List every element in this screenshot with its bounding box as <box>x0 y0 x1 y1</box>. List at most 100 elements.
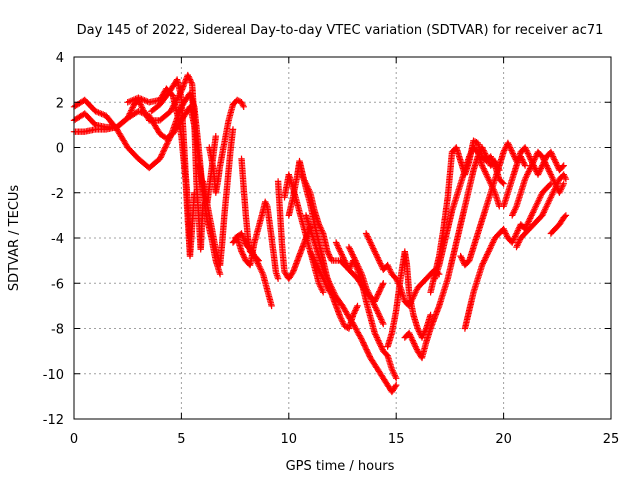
grid-lines <box>74 57 611 419</box>
data-point <box>137 101 144 108</box>
data-point <box>486 246 493 254</box>
data-point <box>539 153 546 160</box>
data-point <box>536 194 544 201</box>
data-point <box>407 332 414 340</box>
data-point <box>542 204 549 211</box>
data-point <box>128 105 136 113</box>
data-point <box>514 240 522 248</box>
data-point <box>289 270 296 277</box>
data-point <box>366 237 373 245</box>
data-point <box>370 301 378 308</box>
data-point <box>371 302 378 310</box>
data-point <box>457 252 464 260</box>
y-tick-label: -10 <box>43 368 64 383</box>
data-point <box>312 260 320 267</box>
data-point <box>506 144 514 151</box>
data-point <box>509 210 517 218</box>
data-point <box>191 189 198 196</box>
data-point <box>229 126 237 133</box>
data-point <box>365 236 373 243</box>
data-point <box>363 286 370 293</box>
data-point <box>481 166 488 174</box>
data-point <box>315 266 323 273</box>
data-point <box>543 203 550 210</box>
data-point <box>562 176 570 183</box>
data-point <box>539 212 546 219</box>
data-point <box>547 148 555 156</box>
data-point <box>359 338 366 345</box>
data-point <box>502 230 509 237</box>
y-axis-label: SDTVAR / TECUs <box>7 185 22 292</box>
data-point <box>317 271 325 278</box>
data-point <box>380 320 387 328</box>
data-point <box>356 266 363 273</box>
data-point <box>510 209 517 216</box>
data-point <box>309 252 316 260</box>
data-point <box>545 198 552 205</box>
data-point <box>370 299 377 307</box>
data-point <box>544 163 551 171</box>
data-point <box>487 153 494 160</box>
data-point <box>389 367 396 374</box>
data-point <box>521 176 529 183</box>
data-point <box>509 148 516 156</box>
data-point <box>372 331 379 338</box>
data-point <box>512 204 519 211</box>
data-point <box>411 341 418 349</box>
data-point <box>480 165 487 172</box>
data-point <box>514 242 521 249</box>
data-point <box>160 147 168 154</box>
data-point <box>258 268 265 275</box>
data-point <box>526 215 534 222</box>
data-point <box>524 150 532 157</box>
data-point <box>302 180 310 187</box>
data-point <box>520 159 527 166</box>
data-point <box>357 268 364 275</box>
data-point <box>309 254 317 261</box>
data-point <box>351 308 358 316</box>
data-point <box>311 257 318 264</box>
data-point <box>240 252 247 260</box>
data-point <box>540 156 547 163</box>
data-point <box>333 240 340 248</box>
data-point <box>549 174 556 181</box>
series-track-7 <box>199 126 237 269</box>
series-track-10 <box>229 198 282 282</box>
data-point <box>363 231 370 239</box>
data-point <box>482 254 489 261</box>
data-point <box>136 108 144 116</box>
data-point <box>299 174 307 181</box>
data-point <box>348 249 355 257</box>
data-point <box>375 257 383 264</box>
data-point <box>541 206 549 213</box>
data-point <box>320 289 327 296</box>
data-point <box>141 97 148 104</box>
data-point <box>240 103 247 110</box>
data-point <box>350 252 357 260</box>
data-point <box>163 141 170 148</box>
data-point <box>521 162 529 169</box>
data-point <box>366 292 373 299</box>
data-point <box>481 168 489 175</box>
data-point <box>528 162 535 169</box>
data-point <box>158 151 166 158</box>
data-point <box>525 168 532 175</box>
data-point <box>319 287 326 294</box>
data-point <box>546 169 554 177</box>
data-point <box>315 221 323 228</box>
data-point <box>373 251 380 258</box>
data-point <box>393 375 400 382</box>
data-point <box>549 153 557 160</box>
data-point <box>337 314 344 321</box>
chart-title: Day 145 of 2022, Sidereal Day-to-day VTE… <box>77 23 604 38</box>
data-point <box>337 315 345 322</box>
data-point <box>508 147 515 154</box>
data-point <box>345 266 353 273</box>
data-point <box>527 213 534 221</box>
data-point <box>327 290 335 297</box>
data-point <box>375 337 382 344</box>
data-point <box>375 255 382 263</box>
data-point <box>341 323 348 330</box>
data-point <box>96 110 104 117</box>
data-point <box>499 179 506 186</box>
